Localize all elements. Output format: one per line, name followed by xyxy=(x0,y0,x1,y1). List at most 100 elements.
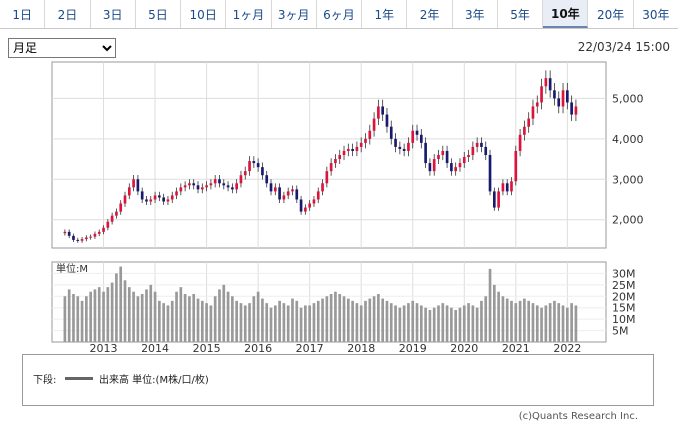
volume-bar xyxy=(484,296,488,342)
volume-bar xyxy=(132,291,135,342)
volume-bar xyxy=(553,300,556,342)
tab-14[interactable]: 30年 xyxy=(633,0,678,28)
candle-body xyxy=(389,126,393,139)
volume-bar xyxy=(450,307,453,342)
volume-bar xyxy=(239,303,243,342)
volume-bar xyxy=(158,300,161,342)
candle-body xyxy=(565,90,569,103)
candle-body xyxy=(553,90,556,99)
candle-body xyxy=(265,175,269,184)
volume-bar xyxy=(338,294,342,342)
volume-bar xyxy=(334,291,337,342)
copyright: (c)Quants Research Inc. xyxy=(518,411,638,422)
tab-3[interactable]: 5日 xyxy=(135,0,182,28)
volume-bar xyxy=(153,291,157,342)
candle-body xyxy=(364,138,367,143)
volume-bar xyxy=(518,300,522,342)
tab-13[interactable]: 20年 xyxy=(588,0,634,28)
candle-body xyxy=(110,215,114,222)
tab-2[interactable]: 3日 xyxy=(90,0,136,28)
volume-bar xyxy=(321,298,324,342)
tab-6[interactable]: 3ヶ月 xyxy=(271,0,317,28)
volume-bar xyxy=(441,303,445,342)
volume-bar xyxy=(462,305,466,342)
candle-body xyxy=(437,155,440,160)
candle-body xyxy=(278,187,281,200)
candle-body xyxy=(544,78,548,87)
volume-tick-label: 10M xyxy=(612,313,636,326)
candle-body xyxy=(535,102,539,107)
candle-body xyxy=(239,175,243,184)
candle-body xyxy=(501,183,505,192)
candle-body xyxy=(325,171,329,184)
price-candles xyxy=(63,70,578,243)
candle-body xyxy=(218,179,221,184)
candle-body xyxy=(273,187,277,192)
candle-body xyxy=(63,231,67,234)
volume-bar xyxy=(475,307,479,342)
volume-bar xyxy=(304,305,307,342)
candle-body xyxy=(106,221,110,228)
tab-0[interactable]: 1日 xyxy=(0,0,46,28)
volume-bar xyxy=(467,303,470,342)
volume-tick-label: 15M xyxy=(612,302,636,315)
candle-body xyxy=(145,199,148,202)
legend-label: 下段: xyxy=(33,375,57,386)
volume-bar xyxy=(312,303,316,342)
legend-volume-line-icon xyxy=(65,377,93,380)
volume-bar xyxy=(218,289,221,342)
candle-body xyxy=(72,235,75,240)
volume-bar xyxy=(286,305,290,342)
candle-period-select[interactable]: 月足 xyxy=(8,38,116,58)
price-tick-label: 3,000 xyxy=(612,173,644,186)
x-axis: 2013 2014 2015 2016 2017 2018 2019 2020 2021 2022 xyxy=(90,342,582,355)
volume-bar xyxy=(394,305,397,342)
candle-body xyxy=(359,142,363,147)
candle-body xyxy=(179,187,183,192)
price-tick-label: 5,000 xyxy=(612,92,644,105)
tab-11[interactable]: 5年 xyxy=(497,0,544,28)
candle-body xyxy=(480,142,483,147)
volume-bar xyxy=(205,303,208,342)
candle-body xyxy=(415,130,419,135)
volume-bar xyxy=(89,291,92,342)
volume-bar xyxy=(269,307,273,342)
tab-10[interactable]: 3年 xyxy=(452,0,498,28)
tab-5[interactable]: 1ヶ月 xyxy=(226,0,272,28)
tab-8[interactable]: 1年 xyxy=(362,0,408,28)
x-tick-label: 2017 xyxy=(296,342,324,355)
volume-bar xyxy=(368,298,372,342)
x-tick-label: 2013 xyxy=(90,342,118,355)
candle-body xyxy=(540,86,543,103)
volume-bar xyxy=(437,305,440,342)
tab-4[interactable]: 10日 xyxy=(181,0,227,28)
candle-body xyxy=(329,163,333,172)
candle-body xyxy=(377,106,380,119)
price-frame xyxy=(51,61,607,249)
candle-body xyxy=(342,150,346,155)
candle-body xyxy=(445,150,449,164)
candle-body xyxy=(269,183,273,192)
candle-body xyxy=(85,237,88,240)
candle-body xyxy=(200,187,204,190)
candle-body xyxy=(149,199,153,202)
x-tick-label: 2014 xyxy=(141,342,169,355)
tab-1[interactable]: 2日 xyxy=(45,0,91,28)
volume-bar xyxy=(540,307,543,342)
volume-bar xyxy=(402,305,406,342)
volume-bar xyxy=(188,296,191,342)
volume-bar xyxy=(67,289,71,342)
volume-bar xyxy=(355,303,359,342)
tab-9[interactable]: 2年 xyxy=(407,0,453,28)
candle-body xyxy=(527,118,531,127)
volume-bar xyxy=(136,296,140,342)
tab-7[interactable]: 6ヶ月 xyxy=(316,0,363,28)
candle-body xyxy=(67,231,71,236)
volume-bar xyxy=(170,300,174,342)
volume-bar xyxy=(115,273,118,342)
volume-bar xyxy=(419,305,423,342)
tab-12[interactable]: 10年 xyxy=(543,0,589,28)
volume-bar xyxy=(316,300,320,342)
legend-box: 下段: 出来高 単位:(M株/口/枚) xyxy=(22,354,654,406)
